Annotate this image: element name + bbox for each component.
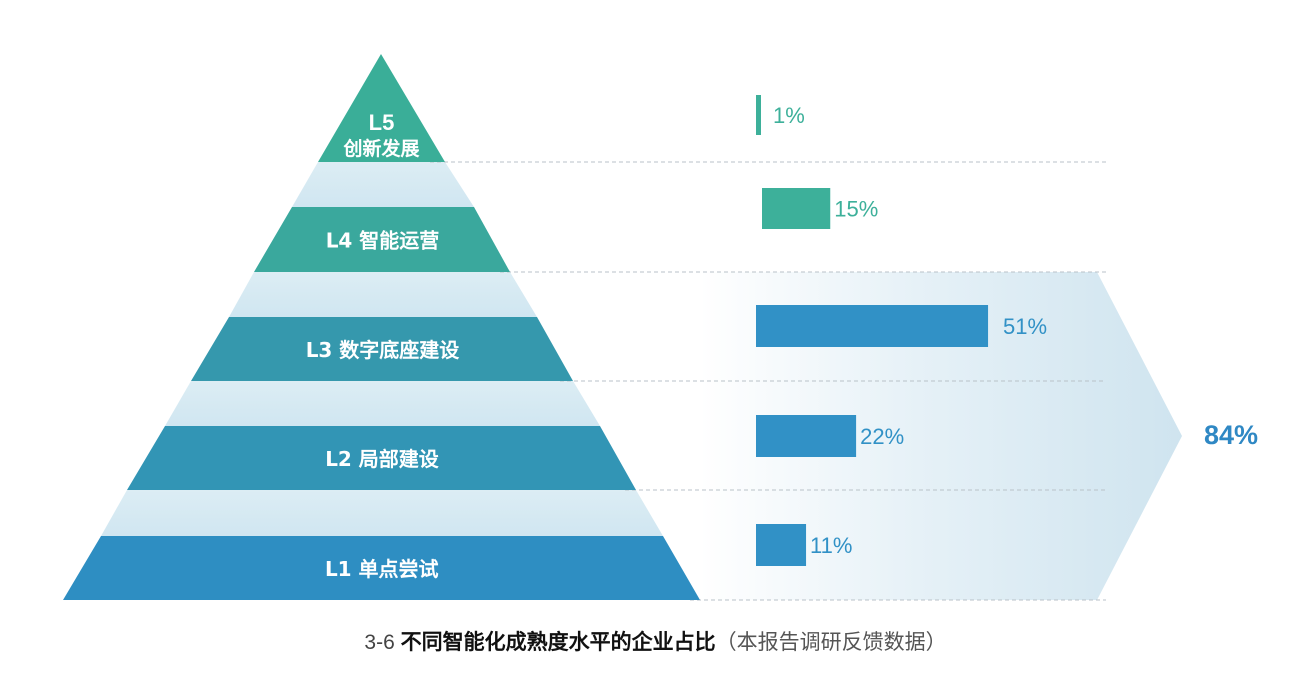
pyramid-level-l2	[127, 426, 636, 490]
total-arrow-shape	[700, 272, 1182, 600]
bar-l3	[756, 305, 989, 347]
pyramid-level-l4	[254, 207, 510, 272]
level-label-l2: L2 局部建设	[325, 447, 439, 471]
connector-band	[165, 381, 600, 426]
bar-label-l3: 51%	[1003, 314, 1047, 339]
pyramid-connector-bands	[101, 162, 663, 536]
total-arrow: 84%	[700, 272, 1258, 600]
level-label-l4: L4 智能运营	[326, 229, 440, 253]
pyramid-level-l5	[318, 54, 445, 162]
total-label: 84%	[1204, 420, 1258, 450]
bar-l4	[762, 188, 831, 229]
level-label-l3: L3 数字底座建设	[306, 338, 460, 362]
figure-number: 3-6	[364, 631, 395, 654]
bar-label-l1: 11%	[810, 533, 852, 558]
figure-caption: 3-6 不同智能化成熟度水平的企业占比（本报告调研反馈数据）	[0, 626, 1311, 656]
pyramid-level-l3	[191, 317, 573, 381]
level-name-l5: 创新发展	[342, 137, 419, 160]
figure-title: 不同智能化成熟度水平的企业占比	[400, 631, 716, 654]
pyramid-level-l1	[63, 536, 700, 600]
bar-label-l4: 15%	[834, 197, 878, 222]
connector-band	[101, 490, 663, 536]
bar-l1	[756, 524, 807, 566]
bars: 1% 15% 51% 22% 11%	[756, 95, 1047, 566]
connector-band	[229, 272, 537, 317]
level-dividers	[430, 161, 1106, 601]
bar-label-l2: 22%	[860, 424, 904, 449]
connector-band	[292, 162, 474, 207]
bar-l2	[756, 415, 857, 457]
level-label-l1: L1 单点尝试	[325, 557, 439, 581]
bar-label-l5: 1%	[773, 103, 805, 128]
bar-l5	[756, 95, 761, 135]
level-code-l5: L5	[369, 110, 395, 135]
figure-source-note: （本报告调研反馈数据）	[715, 631, 947, 654]
